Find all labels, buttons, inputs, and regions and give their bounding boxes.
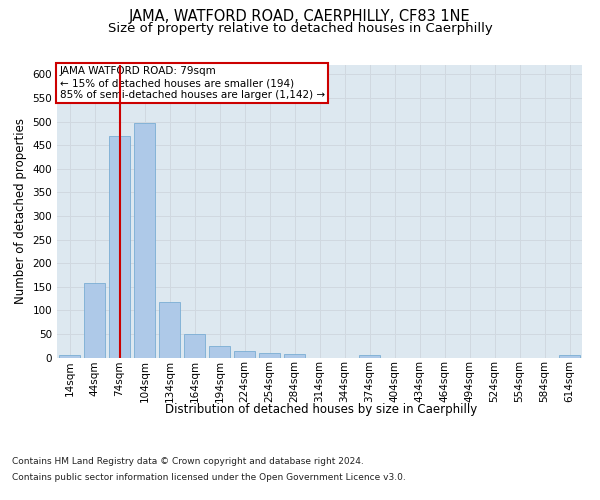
Bar <box>159 302 180 358</box>
Text: Size of property relative to detached houses in Caerphilly: Size of property relative to detached ho… <box>107 22 493 35</box>
Bar <box>84 284 105 358</box>
Bar <box>234 352 255 358</box>
Bar <box>559 355 580 358</box>
Bar <box>184 334 205 357</box>
Y-axis label: Number of detached properties: Number of detached properties <box>14 118 27 304</box>
Bar <box>59 355 80 358</box>
Bar <box>259 353 280 358</box>
Text: Distribution of detached houses by size in Caerphilly: Distribution of detached houses by size … <box>165 402 477 415</box>
Text: Contains HM Land Registry data © Crown copyright and database right 2024.: Contains HM Land Registry data © Crown c… <box>12 458 364 466</box>
Text: JAMA, WATFORD ROAD, CAERPHILLY, CF83 1NE: JAMA, WATFORD ROAD, CAERPHILLY, CF83 1NE <box>129 9 471 24</box>
Text: Contains public sector information licensed under the Open Government Licence v3: Contains public sector information licen… <box>12 472 406 482</box>
Bar <box>284 354 305 358</box>
Bar <box>209 346 230 358</box>
Bar <box>359 354 380 358</box>
Text: JAMA WATFORD ROAD: 79sqm
← 15% of detached houses are smaller (194)
85% of semi-: JAMA WATFORD ROAD: 79sqm ← 15% of detach… <box>59 66 325 100</box>
Bar <box>109 136 130 358</box>
Bar <box>134 123 155 358</box>
